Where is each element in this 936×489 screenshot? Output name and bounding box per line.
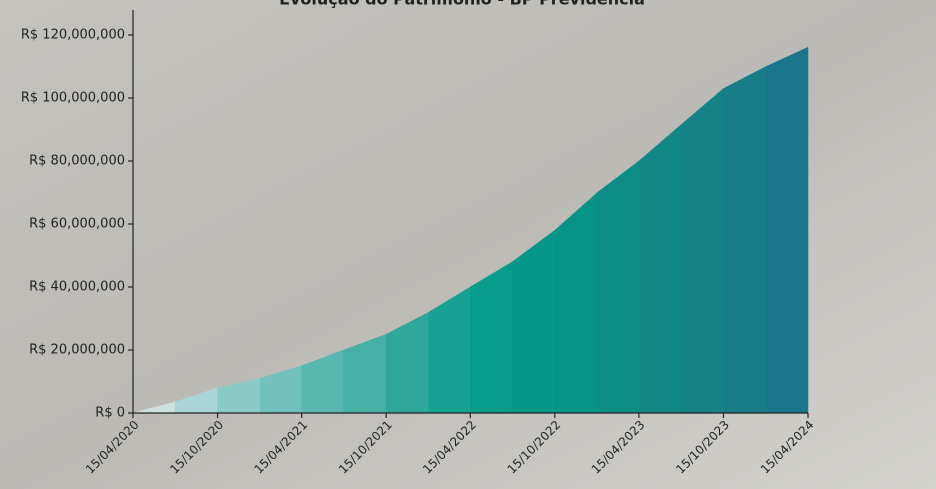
y-tick-label: R$ 100,000,000: [21, 91, 125, 106]
y-tick-label: R$ 60,000,000: [29, 217, 125, 232]
y-tick-label: R$ 20,000,000: [29, 343, 125, 358]
y-tick-label: R$ 0: [95, 406, 125, 421]
y-tick-label: R$ 120,000,000: [21, 28, 125, 43]
area-segment: [555, 193, 598, 414]
chart: Evolução do Patrimônio - BP Previdência …: [0, 0, 936, 489]
area-segment: [766, 47, 808, 413]
area-segment: [639, 125, 681, 413]
area-segment: [512, 230, 555, 413]
area-segment: [597, 161, 639, 413]
area-segment: [723, 67, 766, 414]
area-segment: [681, 89, 724, 413]
chart-title: Evolução do Patrimônio - BP Previdência: [279, 0, 645, 9]
y-tick-label: R$ 40,000,000: [29, 280, 125, 295]
y-tick-label: R$ 80,000,000: [29, 154, 125, 169]
area-segment: [470, 262, 512, 413]
